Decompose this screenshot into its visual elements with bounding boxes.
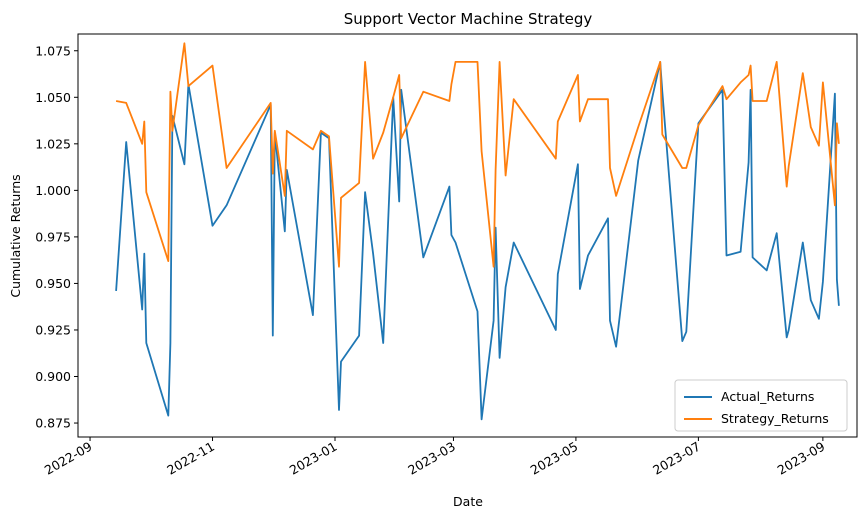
- x-tick-label: 2023-01: [287, 439, 340, 478]
- y-tick-label: 0.950: [35, 276, 71, 291]
- y-tick-label: 0.900: [35, 369, 71, 384]
- x-tick-label: 2023-05: [528, 439, 581, 478]
- y-tick-label: 0.925: [35, 322, 71, 337]
- legend-box: [674, 379, 848, 432]
- plot-frame: [77, 33, 858, 438]
- x-axis: 2022-09 2022-11 2023-01 2023-03 2023-05 2023-…: [42, 437, 828, 478]
- y-tick-label: 1.000: [35, 183, 71, 198]
- y-tick-label: 1.025: [35, 136, 71, 151]
- x-tick-label: 2022-09: [42, 439, 95, 478]
- legend-label-actual-returns: Actual_Returns: [721, 389, 814, 404]
- legend-label-strategy-returns: Strategy_Returns: [721, 411, 829, 426]
- x-tick-label: 2023-07: [650, 439, 703, 478]
- plot-area: [115, 42, 840, 421]
- series-line-strategy-returns: [115, 42, 840, 268]
- y-tick-label: 0.875: [35, 416, 71, 431]
- legend: Actual_Returns Strategy_Returns: [674, 379, 848, 432]
- y-tick-label: 1.050: [35, 90, 71, 105]
- y-tick-label: 0.975: [35, 229, 71, 244]
- y-axis-title: Cumulative Returns: [8, 174, 23, 297]
- chart-title: Support Vector Machine Strategy: [344, 10, 593, 28]
- x-axis-title: Date: [453, 494, 483, 509]
- x-tick-label: 2023-09: [775, 439, 828, 478]
- y-tick-label: 1.075: [35, 43, 71, 58]
- y-axis: 0.875 0.900 0.925 0.950 0.975 1.000 1.025 1.050…: [35, 43, 78, 431]
- x-tick-label: 2022-11: [164, 439, 217, 478]
- series-line-actual-returns: [115, 61, 840, 421]
- x-tick-label: 2023-03: [405, 439, 458, 478]
